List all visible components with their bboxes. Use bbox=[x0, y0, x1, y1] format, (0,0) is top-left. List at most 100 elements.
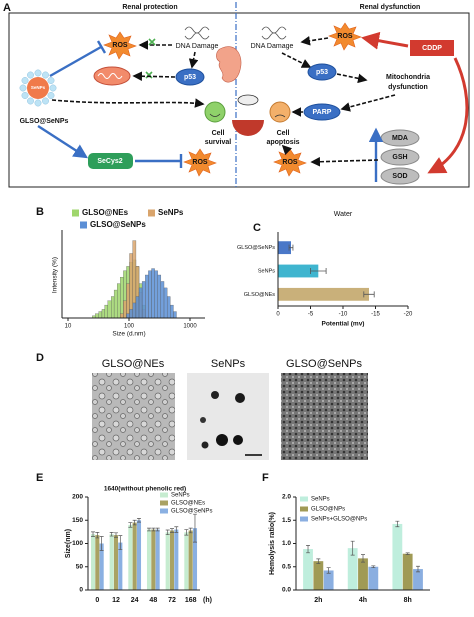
panel-label: B bbox=[36, 206, 44, 218]
shell-dot bbox=[19, 84, 27, 92]
error-bar bbox=[151, 527, 156, 532]
error-bar bbox=[363, 291, 375, 298]
legend-label: GLSO@NEs bbox=[82, 208, 129, 217]
cell-label: survival bbox=[205, 139, 232, 146]
error-bar bbox=[170, 528, 174, 533]
shell-dot bbox=[27, 97, 34, 105]
error-bar bbox=[316, 558, 321, 564]
legend-label: GLSO@SeNPs bbox=[171, 509, 212, 515]
cell-label: Cell bbox=[277, 130, 290, 137]
bar bbox=[99, 543, 104, 590]
y-tick-label: 200 bbox=[72, 494, 83, 501]
histogram-bar bbox=[157, 274, 162, 319]
x-tick-label: 0 bbox=[95, 597, 99, 604]
bar bbox=[278, 264, 319, 278]
x-axis-label: Size (d.nm) bbox=[112, 331, 145, 338]
legend-swatch bbox=[300, 496, 308, 502]
x-tick-label: -20 bbox=[404, 312, 413, 318]
x-tick-label: 72 bbox=[168, 597, 176, 604]
x-tick-label: 10 bbox=[65, 324, 72, 330]
error-bar bbox=[165, 529, 170, 536]
x-tick-label: -15 bbox=[371, 312, 380, 318]
secys2-node bbox=[88, 153, 133, 169]
arrow bbox=[361, 31, 409, 50]
p53-label: p53 bbox=[184, 74, 196, 81]
shell-dot bbox=[42, 97, 49, 105]
bar bbox=[151, 529, 156, 590]
bar bbox=[347, 548, 358, 590]
histogram-bar bbox=[123, 300, 127, 319]
histogram-bar bbox=[141, 281, 146, 319]
cell-label: Cell bbox=[212, 130, 225, 137]
legend-label: GLSO@SeNPs bbox=[90, 220, 146, 229]
ros-label: ROS bbox=[337, 33, 353, 40]
error-bar bbox=[350, 540, 355, 556]
mito-label: Mitochondria bbox=[386, 74, 430, 81]
bar bbox=[188, 530, 193, 590]
shell-dot bbox=[49, 84, 57, 92]
bar bbox=[128, 524, 133, 590]
x-tick-label: 0 bbox=[276, 312, 280, 318]
y-tick-label: 0.0 bbox=[282, 587, 291, 594]
bar bbox=[169, 530, 175, 590]
arrow bbox=[37, 124, 89, 159]
legend-label: GLSO@NEs bbox=[171, 501, 205, 507]
histogram-bar bbox=[98, 311, 103, 319]
y-tick-label: 150 bbox=[72, 517, 83, 524]
x-tick-label: 24 bbox=[131, 597, 139, 604]
histogram-bar bbox=[117, 283, 121, 319]
marker-label: SOD bbox=[392, 173, 407, 180]
dna-icon bbox=[261, 26, 287, 40]
error-bar bbox=[91, 531, 96, 537]
chart-title: 1640(without phenolic red) bbox=[104, 486, 186, 493]
histogram-bar bbox=[166, 296, 171, 319]
x-axis-label: Potential (mv) bbox=[322, 321, 365, 328]
x-tick-label: 8h bbox=[404, 597, 412, 604]
histogram-bar bbox=[111, 296, 115, 319]
mouse-icon bbox=[237, 94, 259, 106]
marker-label: GSH bbox=[392, 154, 407, 161]
histogram-bar bbox=[126, 313, 130, 319]
cell-label: apoptosis bbox=[266, 139, 299, 146]
shell-dot bbox=[47, 92, 55, 99]
error-bar bbox=[174, 526, 179, 533]
x-tick-label: 100 bbox=[124, 324, 135, 330]
cddp-label: CDDP bbox=[422, 45, 442, 52]
error-bar bbox=[155, 527, 160, 532]
y-tick-label: 0.5 bbox=[282, 563, 291, 570]
legend-swatch bbox=[300, 506, 308, 512]
bar bbox=[95, 535, 100, 590]
section-title: Renal dysfunction bbox=[360, 4, 421, 11]
parp-label: PARP bbox=[313, 109, 332, 116]
diagram-frame bbox=[8, 12, 470, 188]
y-axis-label: Size(nm) bbox=[65, 529, 72, 558]
x-tick-label: 2h bbox=[314, 597, 322, 604]
bar bbox=[413, 569, 423, 590]
shell-dot bbox=[21, 92, 29, 99]
legend-swatch bbox=[300, 516, 308, 522]
y-tick-label: 2.0 bbox=[282, 494, 291, 501]
arrow bbox=[340, 94, 396, 112]
y-axis-label: Hemolysis ratio(%) bbox=[269, 512, 276, 575]
micrograph-label: SeNPs bbox=[211, 358, 246, 370]
cell-face bbox=[209, 113, 221, 117]
bar bbox=[136, 520, 142, 590]
mito-label: dysfunction bbox=[388, 84, 428, 91]
p53-label: p53 bbox=[316, 69, 328, 76]
histogram-bar bbox=[170, 304, 174, 319]
shell-dot bbox=[34, 99, 42, 107]
p53-node bbox=[307, 63, 337, 81]
x-tick-label: 12 bbox=[112, 597, 120, 604]
arrow bbox=[132, 71, 176, 81]
histogram-bar bbox=[154, 270, 158, 319]
legend-swatch bbox=[72, 209, 79, 217]
cell bbox=[269, 101, 291, 123]
histogram-bar bbox=[160, 281, 165, 319]
bar bbox=[113, 535, 119, 590]
arrow bbox=[281, 144, 293, 156]
error-bar bbox=[310, 268, 327, 274]
error-bar bbox=[288, 244, 294, 251]
y-tick-label: 0 bbox=[79, 587, 83, 594]
inhibition bbox=[49, 40, 107, 78]
